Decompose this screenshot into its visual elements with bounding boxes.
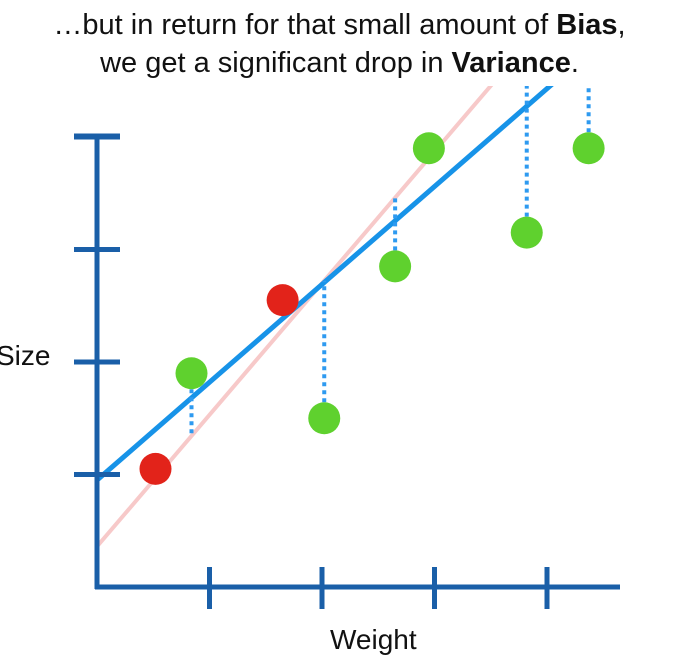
caption: …but in return for that small amount of … <box>0 6 679 82</box>
caption-line-1: …but in return for that small amount of … <box>0 6 679 44</box>
training-point <box>139 452 172 485</box>
fit-lines <box>97 86 554 549</box>
caption-line-1-end: , <box>617 9 626 41</box>
caption-line-2: we get a significant drop in Variance. <box>0 44 679 82</box>
caption-line-2-end: . <box>570 47 579 79</box>
caption-bias-word: Bias <box>556 9 618 41</box>
y-axis-label: Size <box>0 340 51 371</box>
testing-point <box>175 357 208 390</box>
training-point <box>266 284 299 317</box>
axes <box>74 133 620 609</box>
testing-point <box>510 216 543 249</box>
data-points <box>139 132 605 485</box>
testing-point <box>379 250 412 283</box>
x-axis-label: Weight <box>330 624 417 655</box>
caption-line-2-text: we get a significant drop in <box>100 47 452 79</box>
ridge-regression-line <box>97 86 494 549</box>
testing-point <box>572 132 605 165</box>
caption-line-1-text: …but in return for that small amount of <box>53 9 557 41</box>
least-squares-line <box>97 86 554 483</box>
testing-point <box>412 132 445 165</box>
caption-variance-word: Variance <box>451 47 571 79</box>
testing-point <box>308 402 341 435</box>
